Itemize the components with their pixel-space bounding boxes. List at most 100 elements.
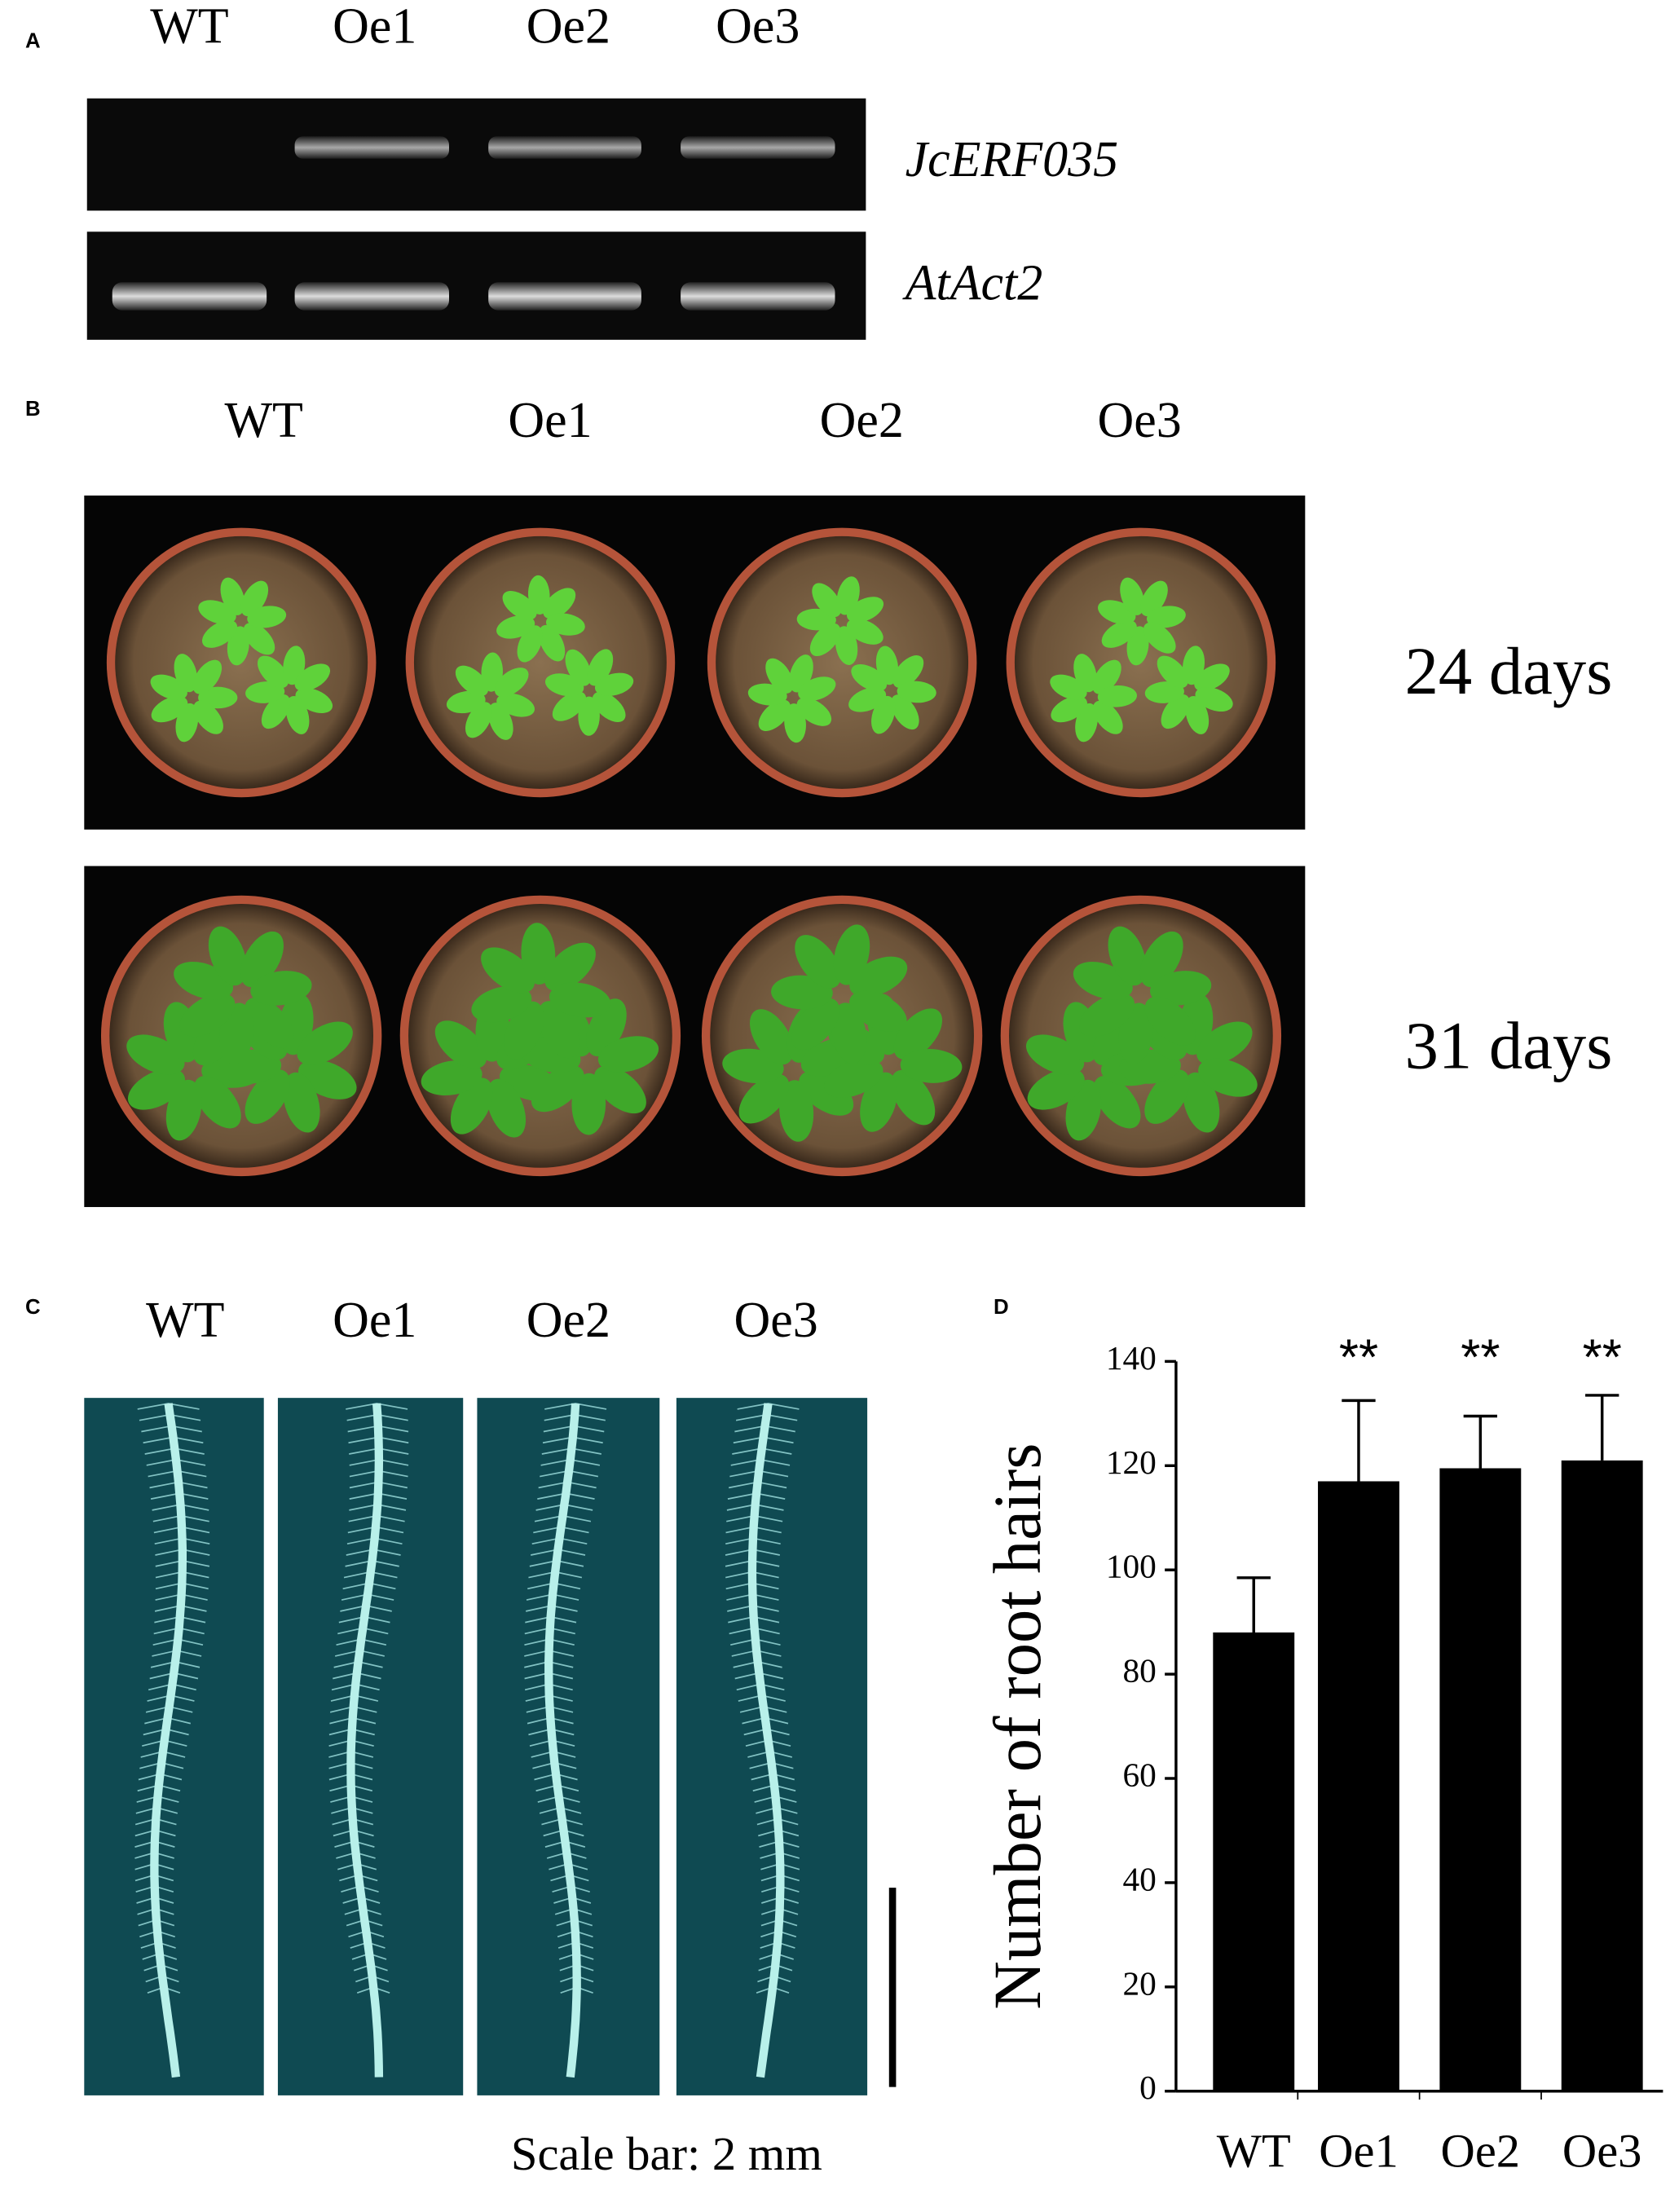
y-tick-label: 100 (1106, 1548, 1157, 1585)
leaf (795, 935, 841, 989)
leaf (487, 1078, 527, 1138)
leaf (1101, 619, 1137, 648)
leaf (502, 591, 537, 620)
leaf (1120, 577, 1145, 615)
leaf (544, 942, 596, 992)
leaf (446, 690, 486, 714)
leaf (245, 681, 285, 703)
leaf (1027, 1069, 1085, 1110)
leaf (824, 1059, 883, 1098)
leaf (208, 926, 247, 986)
leaf (1073, 654, 1097, 693)
leaf (849, 990, 907, 1032)
significance: ** (1339, 1330, 1378, 1386)
gene-label: JcERF035 (906, 132, 1119, 187)
x-tick-label: WT (1217, 2124, 1291, 2177)
leaf (285, 695, 310, 734)
gel-band (681, 136, 835, 159)
leaf (220, 577, 245, 615)
y-tick-label: 140 (1106, 1339, 1157, 1377)
leaf (531, 1065, 584, 1113)
leaf (1150, 971, 1212, 1006)
bar (1318, 1481, 1399, 2091)
leaf (243, 623, 275, 655)
y-tick-label: 0 (1139, 2069, 1157, 2106)
root (346, 1403, 384, 2078)
leaf (597, 1036, 659, 1073)
leaf (537, 1001, 579, 1059)
leaf (151, 696, 188, 723)
gel-band (488, 136, 641, 159)
leaf (1157, 655, 1188, 689)
timepoint-label: 31 days (1405, 1008, 1613, 1083)
error-bar (1463, 1414, 1497, 1469)
leaf (835, 626, 858, 665)
leaf (496, 615, 535, 639)
leaf (791, 998, 840, 1051)
lane-label: Oe3 (1098, 393, 1182, 448)
error-bar (1342, 1399, 1376, 1482)
leaf (257, 655, 289, 689)
leaf (892, 655, 924, 689)
leaf (1093, 1075, 1141, 1129)
leaf (799, 1071, 854, 1116)
leaf (831, 1002, 867, 1064)
root (544, 1403, 581, 2078)
leaf (891, 1069, 936, 1126)
leaf (796, 698, 832, 726)
lane-label: Oe2 (527, 1293, 610, 1348)
panel-label: A (25, 30, 41, 53)
leaf (1097, 685, 1137, 707)
bar (1213, 1632, 1295, 2091)
timepoint-label: 24 days (1405, 633, 1613, 708)
leaf (1144, 681, 1184, 703)
panel-c: C Scale bar: 2 mm WT Oe1 Oe2 Oe3 (25, 1293, 897, 2180)
leaf (1196, 1021, 1253, 1065)
panel-a: A JcERF035 AtAct2 WT Oe1 Oe2 Oe3 (25, 0, 1118, 340)
leaf (779, 1080, 814, 1142)
leaf (421, 1060, 482, 1096)
leaf (494, 668, 529, 698)
leaf (527, 575, 550, 615)
lane-label: Oe1 (333, 1293, 416, 1348)
leaf (1198, 1058, 1258, 1097)
panel-label: D (994, 1296, 1009, 1319)
gene-label: AtAct2 (902, 255, 1043, 311)
leaf (1146, 606, 1186, 628)
leaf (891, 694, 919, 730)
leaf (481, 947, 535, 994)
leaf (245, 1069, 290, 1124)
gel-band (112, 282, 267, 311)
root (150, 1403, 187, 2078)
leaf (247, 606, 287, 628)
gel-band (294, 136, 449, 159)
leaf (198, 686, 238, 709)
scale-bar-label: Scale bar: 2 mm (511, 2127, 822, 2180)
significance: ** (1583, 1330, 1622, 1386)
leaf (549, 982, 611, 1018)
leaf (592, 691, 626, 723)
leaf (250, 971, 312, 1006)
leaf (434, 1020, 487, 1069)
leaf (192, 659, 223, 694)
leaf (809, 623, 841, 657)
x-tick-label: Oe2 (1441, 2124, 1521, 2177)
leaf (543, 588, 576, 619)
leaf (1051, 696, 1087, 723)
leaf (846, 619, 883, 645)
leaf (750, 1009, 794, 1065)
gel-band (488, 282, 641, 311)
root (747, 1403, 785, 2078)
leaf (245, 997, 294, 1048)
gel-band (681, 282, 835, 311)
y-tick-label: 80 (1122, 1652, 1156, 1690)
leaf (594, 672, 634, 696)
bar (1439, 1468, 1522, 2091)
leaf (521, 923, 556, 985)
leaf (758, 699, 791, 731)
soil (716, 535, 969, 789)
leaf (545, 613, 585, 636)
leaf (848, 687, 887, 712)
leaf (875, 646, 899, 685)
